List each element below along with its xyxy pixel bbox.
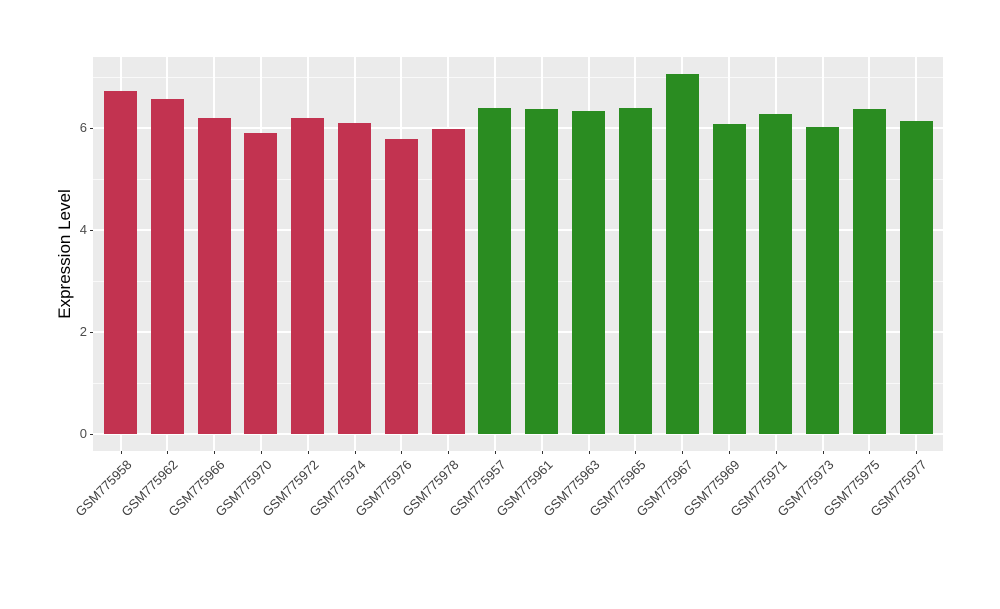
bar — [151, 99, 184, 434]
x-tick-mark — [167, 451, 169, 454]
bar — [853, 109, 886, 434]
gridline-major-h — [93, 433, 943, 435]
bar — [385, 139, 418, 434]
bar — [198, 118, 231, 434]
x-tick-mark — [494, 451, 496, 454]
bar — [900, 121, 933, 434]
bar — [806, 127, 839, 434]
y-tick-label: 6 — [79, 120, 87, 135]
bar — [432, 129, 465, 434]
x-tick-mark — [448, 451, 450, 454]
bar — [619, 108, 652, 434]
bar — [713, 124, 746, 434]
x-tick-mark — [354, 451, 356, 454]
x-tick-mark — [401, 451, 403, 454]
x-tick-mark — [822, 451, 824, 454]
gridline-major-h — [93, 127, 943, 129]
y-tick-label: 2 — [79, 324, 87, 339]
x-tick-mark — [260, 451, 262, 454]
x-tick-mark — [214, 451, 216, 454]
x-tick-mark — [869, 451, 871, 454]
x-tick-mark — [729, 451, 731, 454]
gridline-minor-h — [93, 281, 943, 282]
y-tick-mark — [90, 128, 93, 129]
y-tick-mark — [90, 332, 93, 333]
bar — [666, 74, 699, 434]
y-tick-label: 0 — [79, 426, 87, 441]
gridline-major-h — [93, 331, 943, 333]
y-tick-label: 4 — [79, 222, 87, 237]
bar — [525, 109, 558, 434]
bar — [759, 114, 792, 434]
gridline-minor-h — [93, 383, 943, 384]
y-tick-mark — [90, 434, 93, 435]
gridline-minor-h — [93, 77, 943, 78]
bar — [244, 133, 277, 434]
plot-panel — [93, 57, 943, 451]
y-tick-mark — [90, 230, 93, 231]
x-tick-mark — [635, 451, 637, 454]
x-tick-mark — [541, 451, 543, 454]
bar — [572, 111, 605, 434]
gridline-major-h — [93, 229, 943, 231]
bar — [478, 108, 511, 434]
x-tick-mark — [588, 451, 590, 454]
expression-bar-chart: Expression Level 0 2 4 6 GSM775958 GSM775962 G… — [55, 57, 943, 519]
bar — [338, 123, 371, 434]
gridline-minor-h — [93, 179, 943, 180]
x-tick-mark — [307, 451, 309, 454]
x-tick-mark — [775, 451, 777, 454]
x-tick-mark — [682, 451, 684, 454]
x-tick-mark — [120, 451, 122, 454]
bar — [291, 118, 324, 434]
bar — [104, 91, 137, 434]
x-tick-mark — [916, 451, 918, 454]
